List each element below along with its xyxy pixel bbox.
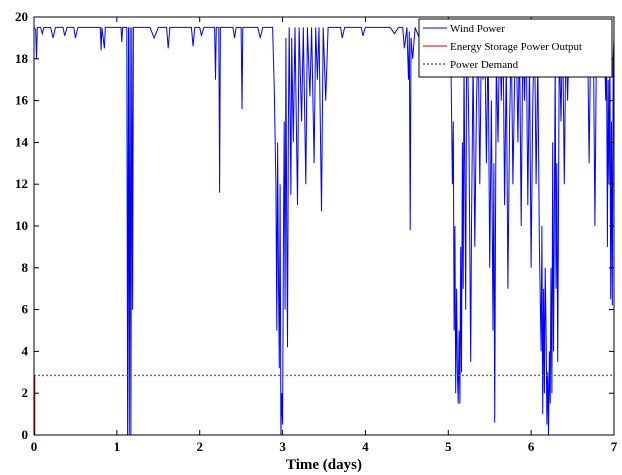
legend-label-energy-storage-power-output: Energy Storage Power Output	[450, 41, 582, 53]
legend: Wind Power Energy Storage Power Output Pow…	[418, 18, 613, 78]
x-tick-label: 4	[362, 439, 369, 454]
x-tick-label: 2	[196, 439, 203, 454]
y-tick-label: 18	[15, 51, 29, 66]
y-tick-label: 16	[15, 93, 29, 108]
y-tick-label: 6	[22, 302, 29, 317]
y-tick-label: 14	[15, 134, 29, 149]
x-tick-label: 7	[611, 439, 618, 454]
x-tick-label: 3	[279, 439, 286, 454]
x-tick-label: 5	[445, 439, 452, 454]
energy-storage-power-output-line	[33, 376, 614, 436]
x-tick-label: 0	[31, 439, 38, 454]
legend-label-power-demand: Power Demand	[450, 59, 519, 71]
wind-power-line	[33, 25, 615, 436]
y-tick-label: 0	[22, 427, 29, 442]
series-layer	[33, 25, 615, 436]
y-tick-label: 10	[15, 218, 28, 233]
legend-box	[418, 18, 613, 78]
y-tick-label: 4	[22, 343, 29, 358]
y-tick-label: 20	[15, 9, 28, 24]
y-tick-label: 2	[22, 385, 29, 400]
x-tick-label: 1	[114, 439, 121, 454]
x-tick-label: 6	[528, 439, 535, 454]
y-tick-label: 8	[22, 260, 29, 275]
x-axis-title: Time (days)	[286, 457, 362, 473]
y-tick-label: 12	[15, 176, 28, 191]
legend-label-wind-power: Wind Power	[450, 23, 505, 35]
